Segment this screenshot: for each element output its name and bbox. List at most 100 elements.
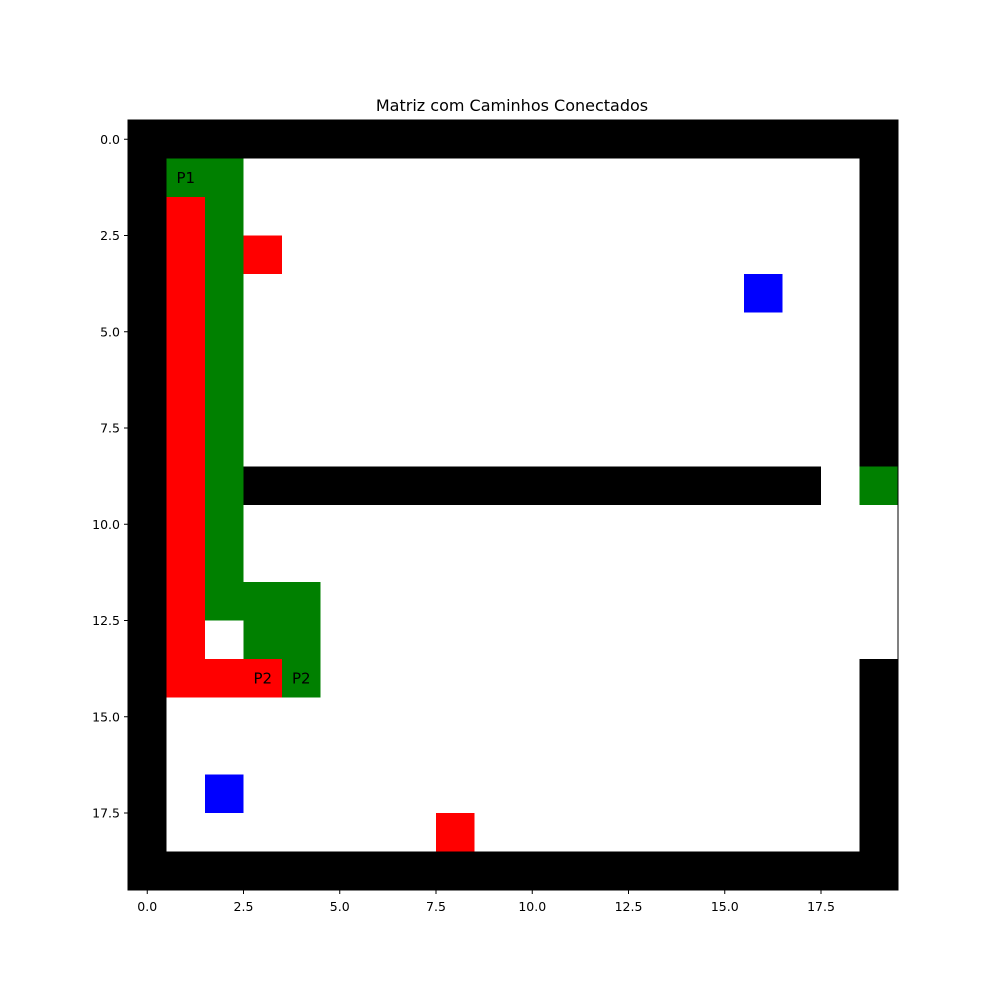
y-tick-label: 2.5 [100,228,120,243]
heatmap-cell [474,697,514,737]
heatmap-cell [744,620,784,660]
heatmap-cell [474,274,514,314]
heatmap-cell [436,505,476,545]
heatmap-cell [590,697,630,737]
heatmap-cell [320,120,360,160]
heatmap-cell [744,813,784,853]
heatmap-cell [590,389,630,429]
heatmap-cell [744,312,784,352]
heatmap-cell [397,158,437,198]
heatmap-cell [628,312,668,352]
heatmap-cell [205,120,245,160]
heatmap-cell [513,659,553,699]
heatmap-cell [243,197,283,237]
heatmap-cell [667,466,707,506]
heatmap-cell [320,851,360,891]
heatmap-cell [243,582,283,622]
heatmap-cell [205,466,245,506]
heatmap-cell [859,158,899,198]
heatmap-cell [628,659,668,699]
heatmap-cell [359,659,399,699]
heatmap-cell [436,351,476,391]
heatmap-cell [243,274,283,314]
heatmap-cell [397,659,437,699]
heatmap-cell [782,659,822,699]
heatmap-cell [705,851,745,891]
heatmap-cell [166,620,206,660]
heatmap-cell [282,582,322,622]
cell-annotation: P1 [176,169,195,187]
heatmap-cell [705,428,745,468]
heatmap-cell [859,851,899,891]
heatmap-cell [821,235,861,275]
heatmap-cell [782,466,822,506]
heatmap-cell [359,466,399,506]
heatmap-cell [705,274,745,314]
heatmap-cell [320,466,360,506]
heatmap-cell [359,428,399,468]
heatmap-cell [705,120,745,160]
heatmap-cell [474,582,514,622]
heatmap-cell [243,158,283,198]
heatmap-cell [667,389,707,429]
heatmap-cell [513,697,553,737]
heatmap-cell [282,312,322,352]
heatmap-cell [474,428,514,468]
chart-title: Matriz com Caminhos Conectados [376,96,648,115]
heatmap-cell [859,312,899,352]
heatmap-cell [128,351,168,391]
y-tick-label: 12.5 [92,613,120,628]
heatmap-cell [513,235,553,275]
heatmap-cell [667,428,707,468]
heatmap-cell [397,428,437,468]
heatmap-cell [859,235,899,275]
heatmap-cell [397,851,437,891]
heatmap-cell [474,197,514,237]
heatmap-cell [243,620,283,660]
heatmap-cell [320,351,360,391]
heatmap-cell [282,235,322,275]
heatmap-cell [359,582,399,622]
heatmap-cell [628,466,668,506]
heatmap-cell [474,813,514,853]
heatmap-cell [359,158,399,198]
heatmap-cell [859,274,899,314]
heatmap-cell [551,659,591,699]
heatmap-cell [320,389,360,429]
heatmap-cell [436,235,476,275]
heatmap-cell [705,620,745,660]
heatmap-cell [744,274,784,314]
heatmap-cell [205,582,245,622]
heatmap-cell [667,197,707,237]
heatmap-cell [859,197,899,237]
heatmap-cell [744,197,784,237]
heatmap-cell [166,158,206,198]
heatmap-cell [397,235,437,275]
heatmap-cell [436,620,476,660]
x-tick-label: 0.0 [137,899,157,914]
heatmap-cell [166,466,206,506]
heatmap-cell [243,428,283,468]
heatmap-cell [551,620,591,660]
heatmap-cell [320,428,360,468]
heatmap-cell [436,851,476,891]
heatmap-cell [320,659,360,699]
heatmap-cell [628,235,668,275]
heatmap-cell [359,620,399,660]
heatmap-cell [436,466,476,506]
heatmap-cell [166,697,206,737]
heatmap-cell [282,736,322,776]
heatmap-cell [705,197,745,237]
heatmap-cell [474,466,514,506]
heatmap-cell [205,543,245,583]
x-tick-label: 12.5 [615,899,643,914]
heatmap-cell [821,543,861,583]
x-tick-label: 7.5 [426,899,446,914]
heatmap-cell [205,197,245,237]
heatmap-cell [128,312,168,352]
y-tick-label: 0.0 [100,132,120,147]
heatmap-cells [128,120,899,891]
heatmap-cell [128,428,168,468]
heatmap-cell [590,197,630,237]
heatmap-cell [628,697,668,737]
